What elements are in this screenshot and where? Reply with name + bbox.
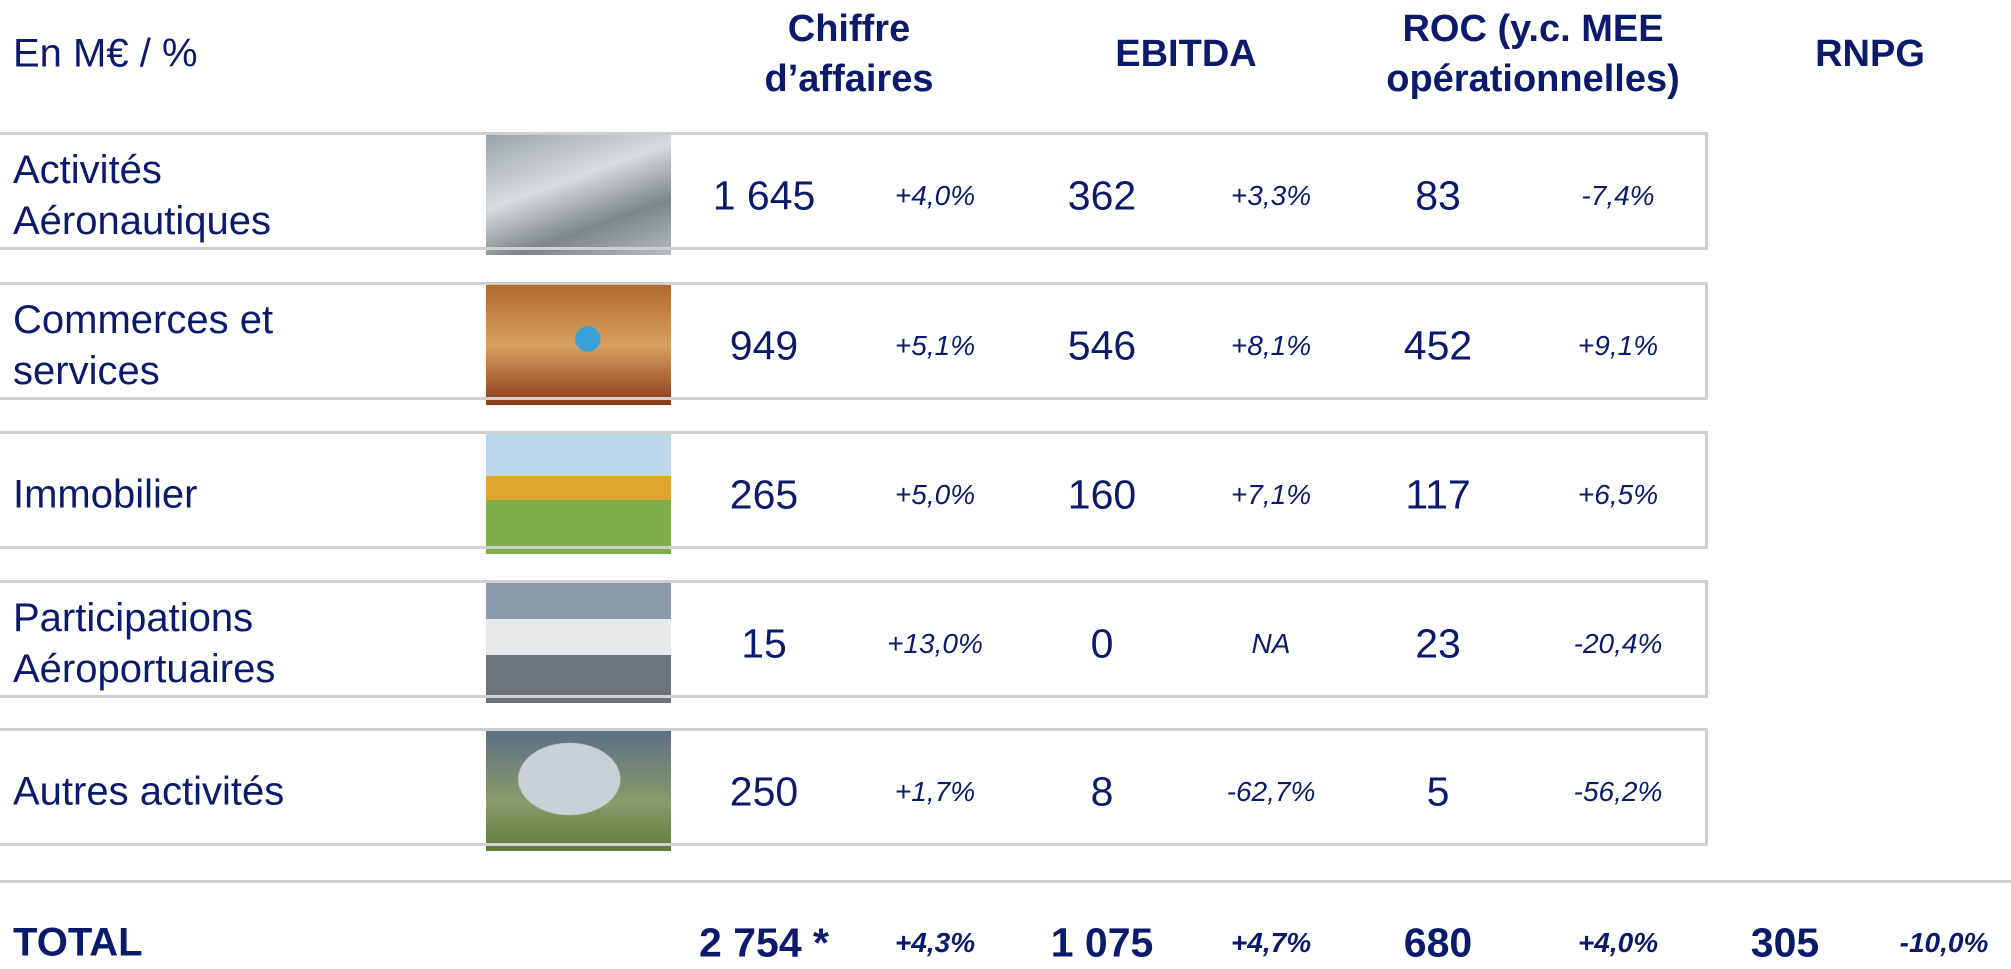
value: 15 — [741, 620, 787, 667]
growth: -56,2% — [1573, 776, 1663, 807]
growth: NA — [1251, 628, 1291, 659]
row-box — [0, 580, 1708, 698]
total-value: 1 075 — [1050, 919, 1154, 966]
row-label: Activités Aéronautiques — [13, 148, 271, 243]
total-growth: +4,0% — [1577, 927, 1659, 958]
value: 117 — [1405, 471, 1471, 518]
growth: -7,4% — [1581, 180, 1655, 211]
photo — [486, 583, 671, 703]
growth: +5,0% — [894, 479, 976, 510]
column-header: EBITDA — [1115, 33, 1257, 75]
row-box — [0, 282, 1708, 400]
growth: +5,1% — [894, 330, 976, 361]
value: 265 — [729, 471, 799, 518]
total-growth: -10,0% — [1899, 927, 1989, 958]
separator — [0, 880, 2011, 883]
row-label: Participations Aéroportuaires — [13, 596, 276, 691]
column-header: Chiffre d’affaires — [764, 8, 934, 100]
growth: -20,4% — [1573, 628, 1663, 659]
column-header: ROC (y.c. MEE opérationnelles) — [1386, 8, 1680, 100]
growth: -62,7% — [1226, 776, 1316, 807]
value: 23 — [1415, 620, 1461, 667]
growth: +1,7% — [894, 776, 976, 807]
unit-label: En M€ / % — [13, 31, 198, 76]
value: 546 — [1067, 322, 1137, 369]
value: 250 — [729, 768, 799, 815]
total-value: 680 — [1403, 919, 1473, 966]
value: 8 — [1090, 768, 1114, 815]
growth: +3,3% — [1230, 180, 1312, 211]
column-header: RNPG — [1815, 33, 1925, 75]
value: 160 — [1067, 471, 1137, 518]
photo — [486, 285, 671, 405]
total-growth: +4,7% — [1230, 927, 1312, 958]
total-value: 305 — [1750, 919, 1820, 966]
photo — [486, 135, 671, 255]
total-value: 2 754 * — [699, 919, 829, 966]
growth: +13,0% — [887, 628, 983, 659]
row-box — [0, 728, 1708, 846]
value: 0 — [1090, 620, 1114, 667]
row-box — [0, 431, 1708, 549]
photo — [486, 434, 671, 554]
row-label: Commerces et services — [13, 298, 274, 393]
growth: +8,1% — [1230, 330, 1312, 361]
value: 452 — [1403, 322, 1473, 369]
growth: +6,5% — [1577, 479, 1659, 510]
row-box — [0, 132, 1708, 250]
growth: +9,1% — [1577, 330, 1659, 361]
row-label: Autres activités — [13, 769, 285, 814]
value: 362 — [1067, 172, 1137, 219]
growth: +7,1% — [1230, 479, 1312, 510]
total-growth: +4,3% — [894, 927, 976, 958]
growth: +4,0% — [894, 180, 976, 211]
value: 83 — [1415, 172, 1461, 219]
value: 949 — [729, 322, 799, 369]
value: 1 645 — [712, 172, 816, 219]
total-label: TOTAL — [13, 920, 143, 965]
value: 5 — [1426, 768, 1450, 815]
row-label: Immobilier — [13, 472, 198, 517]
photo — [486, 731, 671, 851]
